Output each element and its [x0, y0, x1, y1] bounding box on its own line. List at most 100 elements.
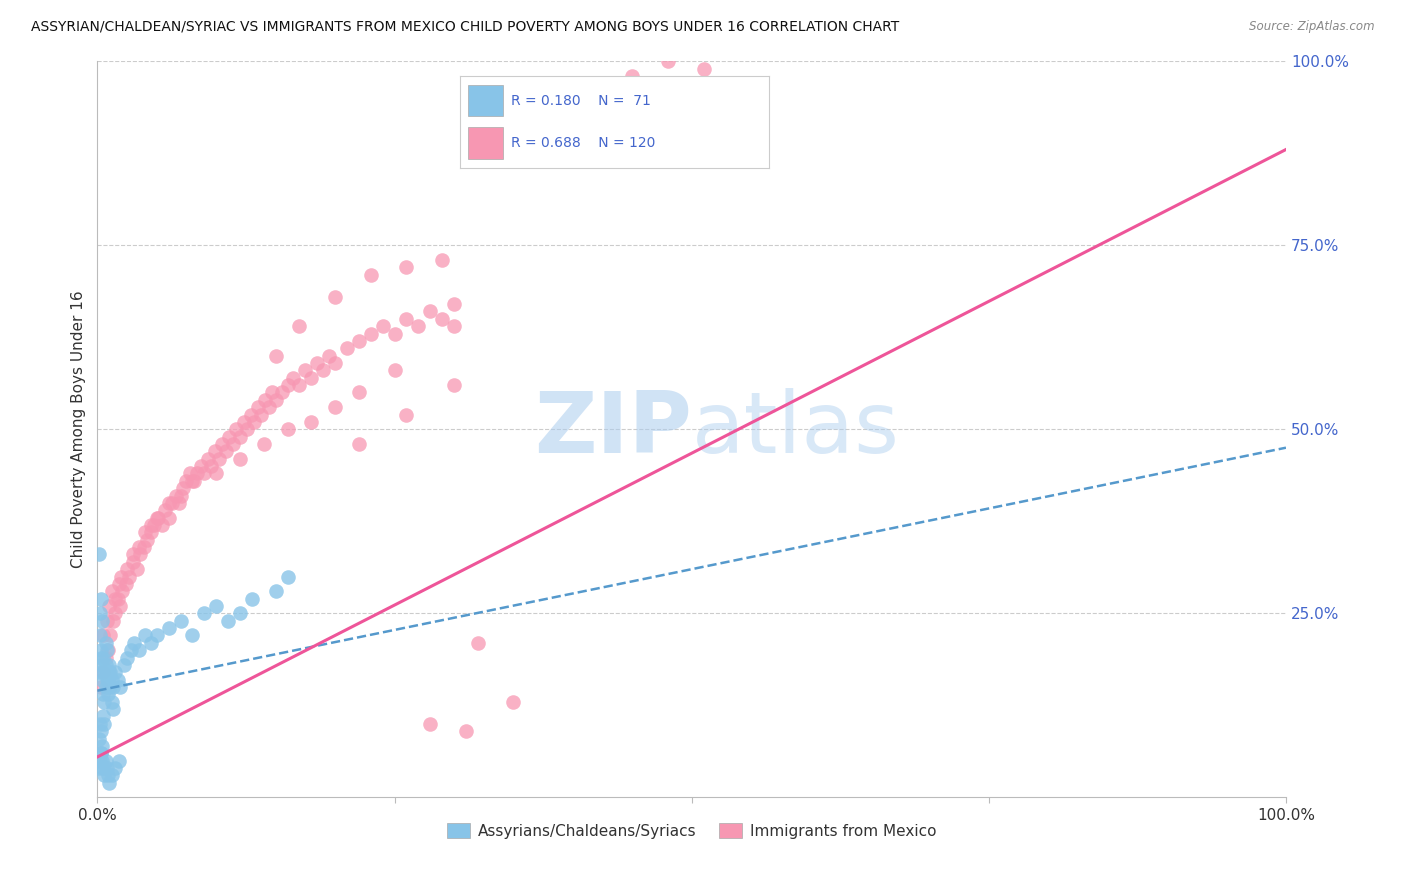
Point — [193, 467, 215, 481]
Point — [90, 680, 112, 694]
Point — [312, 363, 335, 377]
Point — [264, 584, 287, 599]
Text: ZIP: ZIP — [534, 388, 692, 471]
Point — [100, 695, 122, 709]
Point — [90, 746, 112, 760]
Point — [181, 474, 204, 488]
Point — [454, 724, 477, 739]
Point — [100, 584, 122, 599]
Point — [104, 607, 127, 621]
Point — [225, 422, 247, 436]
Point — [129, 548, 152, 562]
Point — [107, 591, 129, 606]
Point — [264, 392, 287, 407]
Point — [146, 510, 169, 524]
Point — [384, 363, 406, 377]
Point — [229, 607, 252, 621]
Point — [299, 415, 322, 429]
Point — [218, 430, 240, 444]
Point — [419, 716, 441, 731]
Point — [122, 555, 145, 569]
Point — [360, 268, 382, 282]
Point — [277, 378, 299, 392]
Point — [347, 385, 370, 400]
Point — [257, 401, 280, 415]
Point — [371, 319, 394, 334]
Point — [94, 650, 117, 665]
Point — [395, 260, 418, 275]
Point — [93, 665, 115, 680]
Point — [89, 607, 111, 621]
Point — [94, 754, 117, 768]
Point — [91, 761, 114, 775]
Point — [502, 695, 524, 709]
Point — [134, 525, 156, 540]
Point — [91, 614, 114, 628]
Point — [204, 444, 226, 458]
Point — [107, 754, 129, 768]
Point — [96, 614, 118, 628]
Point — [96, 643, 118, 657]
Point — [239, 408, 262, 422]
Point — [288, 319, 311, 334]
Point — [90, 643, 112, 657]
Point — [360, 326, 382, 341]
Point — [347, 437, 370, 451]
Point — [139, 636, 162, 650]
Point — [89, 716, 111, 731]
Point — [197, 451, 219, 466]
Point — [112, 657, 135, 672]
Point — [115, 577, 138, 591]
Point — [108, 680, 131, 694]
Point — [157, 496, 180, 510]
Point — [585, 84, 607, 98]
Point — [217, 614, 239, 628]
Point — [294, 363, 316, 377]
Point — [169, 489, 191, 503]
Point — [139, 525, 162, 540]
Point — [98, 599, 121, 613]
Point — [91, 687, 114, 701]
Point — [93, 768, 115, 782]
Point — [395, 408, 418, 422]
Point — [384, 326, 406, 341]
Point — [100, 680, 122, 694]
Point — [96, 665, 118, 680]
Point — [323, 290, 346, 304]
Point — [108, 599, 131, 613]
Point — [94, 657, 117, 672]
Point — [97, 687, 120, 701]
Point — [157, 510, 180, 524]
Point — [336, 341, 359, 355]
Point — [160, 496, 183, 510]
Point — [89, 754, 111, 768]
Point — [186, 467, 208, 481]
Point — [181, 628, 204, 642]
Point — [277, 422, 299, 436]
Point — [307, 356, 329, 370]
Point — [110, 569, 132, 583]
Point — [692, 62, 714, 76]
Point — [236, 422, 259, 436]
Point — [89, 628, 111, 642]
Point — [395, 311, 418, 326]
Point — [128, 643, 150, 657]
Point — [172, 481, 194, 495]
Point — [277, 569, 299, 583]
Point — [169, 496, 191, 510]
Point — [253, 437, 276, 451]
Point — [104, 591, 127, 606]
Point — [90, 650, 112, 665]
Point — [318, 349, 340, 363]
Point — [621, 69, 644, 83]
Point — [87, 731, 110, 746]
Point — [205, 467, 228, 481]
Point — [115, 562, 138, 576]
Point — [90, 724, 112, 739]
Point — [207, 451, 229, 466]
Point — [229, 430, 252, 444]
Point — [299, 370, 322, 384]
Point — [115, 650, 138, 665]
Point — [122, 636, 145, 650]
Point — [91, 665, 114, 680]
